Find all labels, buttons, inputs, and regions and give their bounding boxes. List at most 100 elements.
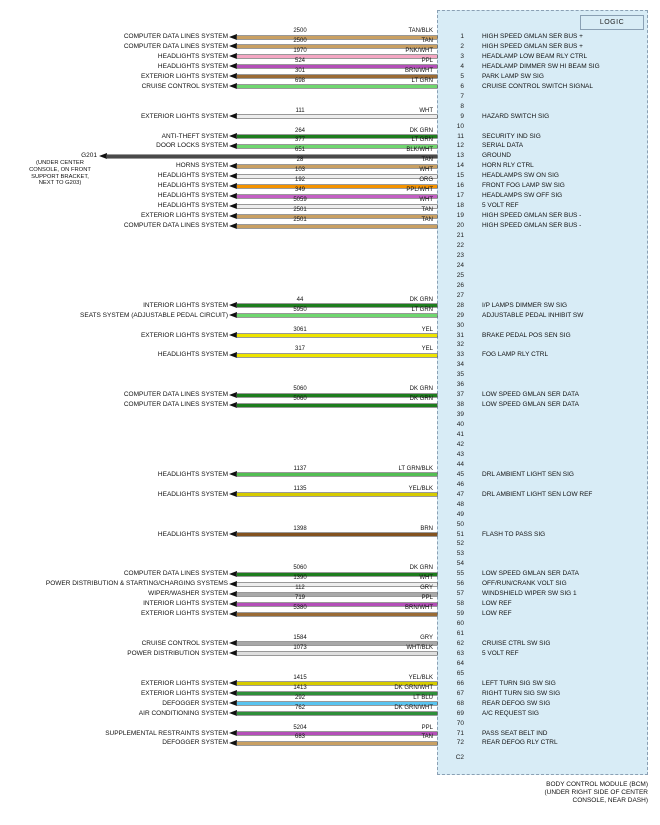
pin-number: 71 [456,729,464,737]
pin-number: 69 [456,709,464,717]
wire-line [237,602,437,606]
signal-label: FLASH TO PASS SIG [482,530,546,538]
wire-number: 2501 [293,207,307,214]
wire-line [237,692,437,696]
signal-label: LOW REF [482,610,512,618]
wire-number: 2501 [293,217,307,224]
signal-label: LOW SPEED GMLAN SER DATA [482,570,579,578]
pin-number: 50 [456,520,464,528]
signal-label: HEADLAMPS SW OFF SIG [482,192,563,200]
system-label: HEADLIGHTS SYSTEM [157,172,228,180]
wire-color-label: DK GRN [409,296,433,303]
system-label: EXTERIOR LIGHTS SYSTEM [140,689,228,697]
wire-color-label: YEL/BLK [408,674,433,681]
wire-number: 192 [294,177,305,184]
wire-color-label: TAN [421,37,433,44]
pin-number: 11 [457,132,464,140]
wire-color-label: LT GRN [411,137,433,144]
terminal-arrow-icon [229,133,237,139]
wire-color-label: TAN [421,157,433,164]
terminal-arrow-icon [229,570,237,577]
wire-number: 698 [294,77,305,84]
terminal-arrow-icon [229,580,237,587]
wire-color-label: TAN [421,734,433,741]
wire-line [237,55,437,59]
system-label: COMPUTER DATA LINES SYSTEM [123,33,228,40]
system-label: HEADLIGHTS SYSTEM [157,182,228,190]
terminal-arrow-icon [229,700,237,707]
wire-number: 5950 [293,306,307,313]
signal-label: DRL AMBIENT LIGHT SEN LOW REF [482,490,593,498]
wire-color-label: PPL [421,724,433,731]
wire-number: 1135 [293,485,307,492]
system-label: COMPUTER DATA LINES SYSTEM [123,401,228,409]
pin-number: 72 [456,739,464,747]
terminal-arrow-icon [229,63,237,70]
pin-number: 68 [456,699,464,707]
wire-number: 3061 [293,326,307,333]
system-label: INTERIOR LIGHTS SYSTEM [143,600,228,608]
system-label: POWER DISTRIBUTION & STARTING/CHARGING S… [45,580,228,588]
pin-number: 47 [456,490,464,498]
terminal-arrow-icon [229,212,237,219]
signal-label: HEADLAMPS SW ON SIG [482,172,559,180]
pin-number: 9 [460,112,464,120]
wire-number: 349 [294,187,305,194]
signal-label: HEADLAMP LOW BEAM RLY CTRL [482,52,588,60]
system-label: AIR CONDITIONING SYSTEM [138,709,228,717]
wire-color-label: PNK/WHT [405,47,433,54]
wire-line [237,85,437,89]
wire-line [237,304,437,308]
wire-number: 112 [295,585,305,592]
system-label: EXTERIOR LIGHTS SYSTEM [140,212,228,220]
pin-number: 22 [456,241,464,249]
pin-number: 52 [456,540,464,548]
system-label: DOOR LOCKS SYSTEM [156,142,228,150]
wire-number: 5059 [293,197,307,204]
wire-number: 301 [294,67,305,74]
signal-label: HAZARD SWITCH SIG [482,112,550,120]
terminal-arrow-icon [229,401,237,408]
terminal-arrow-icon [229,172,237,179]
wire-color-label: LT GRN/BLK [398,465,433,472]
wire-line [237,582,437,586]
wire-line [237,65,437,69]
wire-number: 5204 [293,724,307,731]
signal-label: PARK LAMP SW SIG [482,72,544,80]
terminal-arrow-icon [229,43,237,50]
ground-terminal-arrow-icon [99,152,107,159]
pin-number: 65 [456,669,464,677]
wire-line [237,393,437,397]
terminal-arrow-icon [229,739,237,746]
signal-label: LOW SPEED GMLAN SER DATA [482,391,579,399]
pin-number: 58 [456,600,464,608]
system-label: HEADLIGHTS SYSTEM [157,52,228,60]
pin-number: 36 [456,381,464,389]
wire-number: 651 [294,147,305,154]
signal-label: SECURITY IND SIG [482,132,541,140]
wire-line [237,612,437,616]
wire-line [237,45,437,49]
system-label: EXTERIOR LIGHTS SYSTEM [140,331,228,339]
terminal-arrow-icon [229,640,237,647]
pin-number: 6 [460,82,464,90]
signal-label: PASS SEAT BELT IND [482,729,548,737]
wire-number: 1073 [293,644,307,651]
wire-color-label: BRN/WHT [405,67,433,74]
wire-number: 5380 [293,605,307,612]
signal-label: DRL AMBIENT LIGHT SEN SIG [482,470,574,478]
wire-line [237,204,437,208]
logic-label: LOGIC [580,15,644,30]
wire-color-label: ORG [419,177,433,184]
pin-number: 24 [456,261,464,269]
system-label: COMPUTER DATA LINES SYSTEM [123,222,228,230]
pin-number: 67 [456,689,464,697]
system-label: SEATS SYSTEM (ADJUSTABLE PEDAL CIRCUIT) [80,311,228,319]
wire-color-label: YEL [421,346,433,353]
terminal-arrow-icon [229,182,237,189]
signal-label: HIGH SPEED GMLAN SER BUS - [482,222,582,230]
system-label: INTERIOR LIGHTS SYSTEM [143,301,228,309]
wire-color-label: DK GRN [409,565,433,572]
wire-color-label: PPL [421,595,433,602]
